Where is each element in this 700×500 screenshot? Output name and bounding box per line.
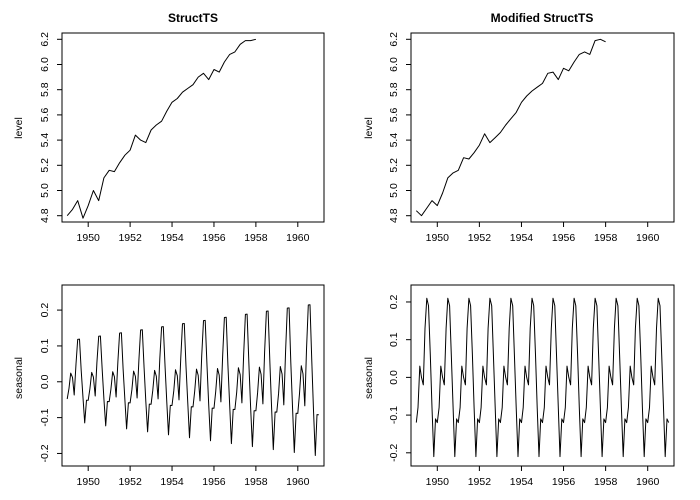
y-tick-label: 6.0 <box>39 57 51 72</box>
y-tick-label: 6.2 <box>388 32 400 47</box>
panel-level-structts: StructTS level 1950 1952 1954 1956 1958 1960 … <box>13 11 325 244</box>
y-tick-label: 5.0 <box>39 183 51 198</box>
seasonal-series-line <box>66 304 319 456</box>
level-series-line <box>415 38 606 217</box>
x-tick-label: 1960 <box>286 476 310 488</box>
y-tick-label: 6.2 <box>39 32 51 47</box>
x-tick-label: 1958 <box>244 476 268 488</box>
level-series-line <box>66 38 257 219</box>
x-tick-label: 1956 <box>202 476 226 488</box>
y-tick-label: 5.6 <box>388 107 400 122</box>
seasonal-series-line <box>415 297 670 458</box>
x-axis: 1950 1952 1954 1956 1958 1960 <box>426 222 660 244</box>
y-tick-label: 4.8 <box>39 208 51 223</box>
y-tick-label: 5.4 <box>388 133 400 148</box>
panel-title: StructTS <box>168 11 218 25</box>
x-tick-label: 1958 <box>594 232 618 244</box>
x-tick-label: 1956 <box>202 232 226 244</box>
x-axis: 1950 1952 1954 1956 1958 1960 <box>77 222 310 244</box>
y-tick-label: 5.6 <box>39 107 51 122</box>
x-tick-label: 1956 <box>552 232 576 244</box>
y-tick-label: -0.2 <box>39 444 51 462</box>
y-axis-label: level <box>13 117 25 139</box>
y-axis-label: level <box>363 117 375 139</box>
x-tick-label: 1960 <box>636 232 660 244</box>
x-tick-label: 1952 <box>468 476 492 488</box>
x-tick-label: 1950 <box>77 476 101 488</box>
y-tick-label: 5.8 <box>39 82 51 97</box>
plot-frame <box>410 32 675 223</box>
x-tick-label: 1960 <box>286 232 310 244</box>
plot-frame <box>61 32 325 223</box>
x-tick-label: 1952 <box>118 476 142 488</box>
panel-level-modified: Modified StructTS level 1950 1952 1954 1956… <box>363 11 675 244</box>
y-tick-label: -0.1 <box>39 408 51 426</box>
panel-seasonal-modified: seasonal 1950 1952 1954 1956 1958 1960 -0.2-0… <box>363 284 675 488</box>
y-tick-label: 0.2 <box>39 303 51 318</box>
y-axis-label: seasonal <box>13 357 25 399</box>
y-tick-label: 0.2 <box>388 295 400 310</box>
x-tick-label: 1956 <box>552 476 576 488</box>
y-tick-label: 6.0 <box>388 57 400 72</box>
x-tick-label: 1954 <box>160 476 184 488</box>
panel-title: Modified StructTS <box>491 11 594 25</box>
x-tick-label: 1954 <box>510 476 534 488</box>
y-axis: -0.2 -0.1 0.0 0.1 0.2 <box>388 295 411 462</box>
y-axis: -0.2 -0.1 0.0 0.1 0.2 <box>39 303 62 463</box>
x-tick-label: 1952 <box>118 232 142 244</box>
y-tick-label: 5.2 <box>388 158 400 173</box>
x-tick-label: 1950 <box>77 232 101 244</box>
x-tick-label: 1950 <box>426 232 450 244</box>
x-tick-label: 1958 <box>244 232 268 244</box>
y-tick-label: 0.0 <box>39 374 51 389</box>
y-tick-label: -0.2 <box>388 444 400 462</box>
y-tick-label: 0.1 <box>388 332 400 347</box>
x-tick-label: 1950 <box>426 476 450 488</box>
y-tick-label: 0.1 <box>39 338 51 353</box>
x-tick-label: 1952 <box>468 232 492 244</box>
plot-frame <box>410 284 675 467</box>
y-tick-label: 4.8 <box>388 208 400 223</box>
x-axis: 1950 1952 1954 1956 1958 1960 <box>426 466 660 488</box>
y-tick-label: 5.8 <box>388 82 400 97</box>
x-axis: 1950 1952 1954 1956 1958 1960 <box>77 466 310 488</box>
x-tick-label: 1954 <box>160 232 184 244</box>
x-tick-label: 1954 <box>510 232 534 244</box>
panel-seasonal-structts: seasonal 1950 1952 1954 1956 1958 1960 -0.2-0… <box>13 284 325 488</box>
plot-frame <box>61 284 325 467</box>
y-axis: 4.8 5.0 5.2 5.4 5.6 5.8 6.0 6.2 <box>388 32 411 223</box>
x-tick-label: 1960 <box>636 476 660 488</box>
y-axis: 4.8 5.0 5.2 5.4 5.6 5.8 6.0 6.2 <box>39 32 62 223</box>
y-axis-label: seasonal <box>363 357 375 399</box>
y-tick-label: 5.4 <box>39 133 51 148</box>
y-tick-label: 5.2 <box>39 158 51 173</box>
y-tick-label: 0.0 <box>388 370 400 385</box>
x-tick-label: 1958 <box>594 476 618 488</box>
y-tick-label: 5.0 <box>388 183 400 198</box>
y-tick-label: -0.1 <box>388 406 400 424</box>
